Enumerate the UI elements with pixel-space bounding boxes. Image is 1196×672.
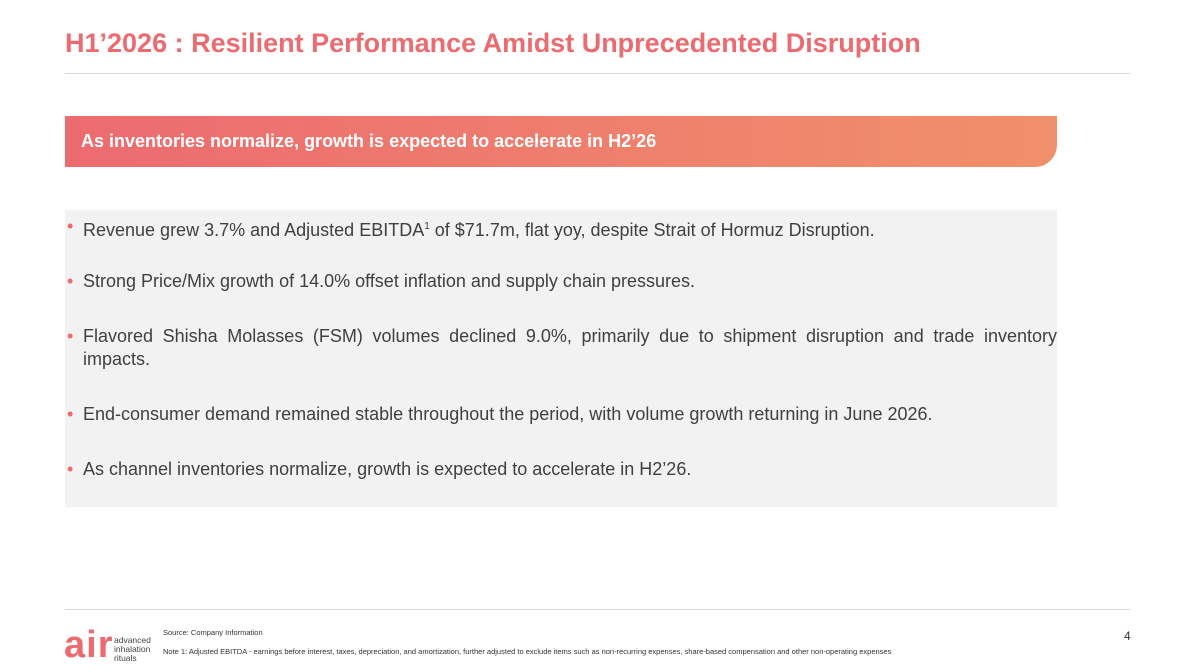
banner-text: As inventories normalize, growth is expe… — [81, 131, 657, 151]
slide-title: H1’2026 : Resilient Performance Amidst U… — [65, 28, 921, 58]
divider — [65, 73, 1130, 74]
bullet-text: of $71.7m, flat yoy, despite Strait of H… — [429, 220, 875, 240]
source: Source: Company Information — [163, 628, 263, 637]
page-number: 4 — [1124, 629, 1131, 643]
divider — [65, 609, 1130, 610]
logo-text: rituals — [114, 653, 137, 663]
footnote-ref: 1 — [424, 221, 430, 232]
logo: air — [64, 624, 114, 666]
bullet-box: Revenue grew 3.7% and Adjusted EBITDA1 o… — [65, 210, 1057, 507]
bullet: As channel inventories normalize, growth… — [67, 458, 1057, 481]
logo-text: inhalation — [114, 644, 151, 654]
bullet: Flavored Shisha Molasses (FSM) volumes d… — [67, 325, 1057, 371]
bullet: Strong Price/Mix growth of 14.0% offset … — [67, 270, 1057, 293]
footnote: Note 1: Adjusted EBITDA - earnings befor… — [163, 647, 892, 656]
logo-text: advanced — [114, 635, 151, 645]
banner: As inventories normalize, growth is expe… — [65, 116, 1057, 167]
bullet-text: Revenue grew 3.7% and Adjusted EBITDA — [83, 220, 425, 240]
bullet: End-consumer demand remained stable thro… — [67, 403, 1057, 426]
bullet: Revenue grew 3.7% and Adjusted EBITDA1 o… — [67, 215, 1057, 242]
